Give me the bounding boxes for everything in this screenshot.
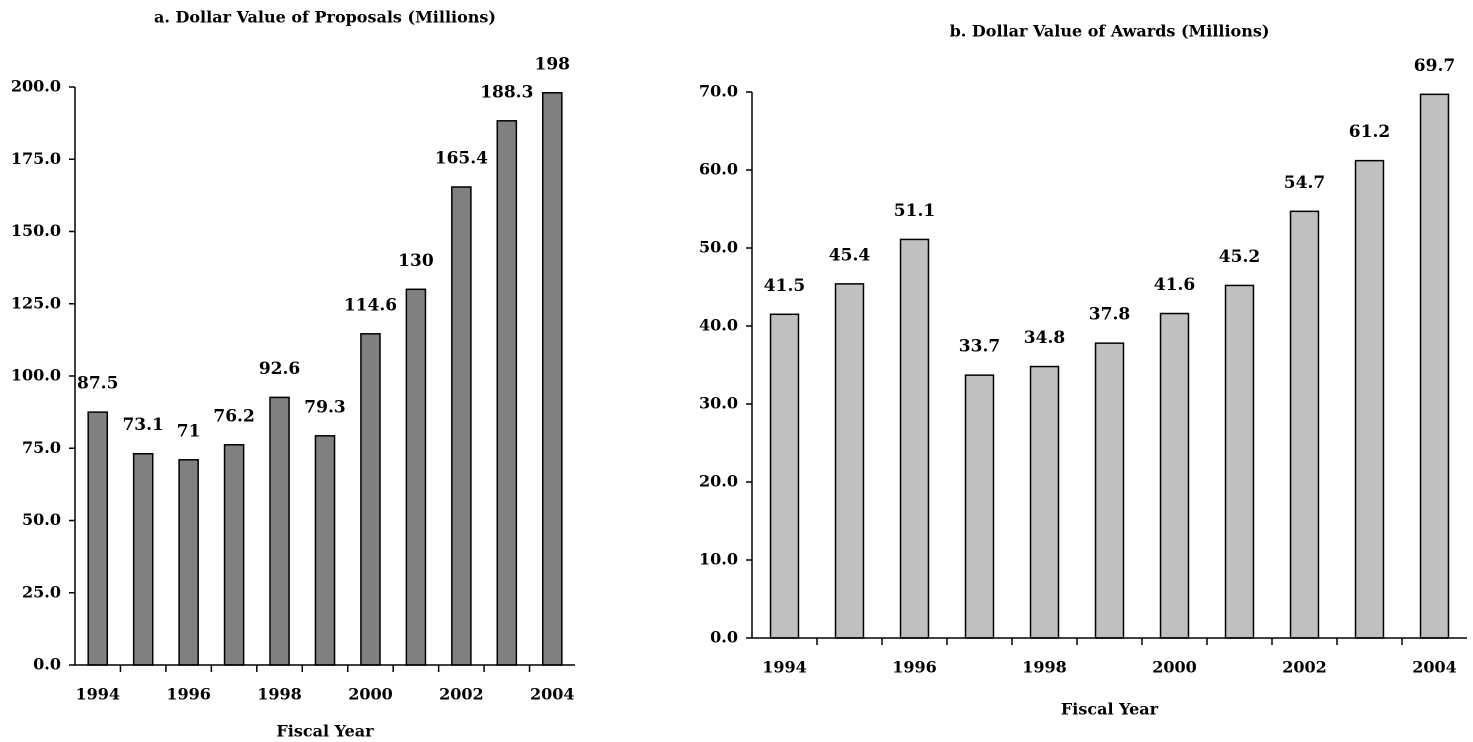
data-label: 198 xyxy=(535,54,571,74)
y-tick-label: 100.0 xyxy=(11,366,61,385)
y-tick-label: 30.0 xyxy=(699,394,738,413)
chart-title: a. Dollar Value of Proposals (Millions) xyxy=(154,8,496,27)
bar xyxy=(269,396,290,666)
data-label: 188.3 xyxy=(480,82,533,102)
bar xyxy=(899,238,930,639)
y-tick-label: 175.0 xyxy=(11,149,61,168)
x-tick-label: 1996 xyxy=(892,658,937,677)
x-tick-label: 1998 xyxy=(257,685,302,704)
y-tick-label: 125.0 xyxy=(11,293,61,312)
data-label: 79.3 xyxy=(304,397,345,417)
bar xyxy=(1224,284,1255,639)
data-label: 41.5 xyxy=(764,276,805,296)
bar xyxy=(769,313,800,639)
y-tick-label: 200.0 xyxy=(11,77,61,96)
data-label: 76.2 xyxy=(213,406,254,426)
y-tick-label: 20.0 xyxy=(699,472,738,491)
data-label: 71 xyxy=(177,421,201,441)
y-tick-label: 150.0 xyxy=(11,221,61,240)
data-label: 130 xyxy=(398,251,434,271)
bar xyxy=(1159,312,1190,639)
bar xyxy=(314,435,336,666)
data-label: 37.8 xyxy=(1089,305,1130,325)
y-tick-label: 70.0 xyxy=(699,82,738,101)
bar xyxy=(496,120,518,666)
x-tick-label: 1998 xyxy=(1022,658,1067,677)
data-label: 87.5 xyxy=(77,374,118,394)
data-label: 73.1 xyxy=(122,415,163,435)
bar xyxy=(1094,342,1125,639)
y-tick-label: 50.0 xyxy=(22,510,61,529)
bar xyxy=(1354,159,1385,639)
x-axis-title: Fiscal Year xyxy=(1061,700,1159,719)
data-label: 41.6 xyxy=(1154,275,1195,295)
data-label: 54.7 xyxy=(1284,173,1325,193)
x-tick-label: 1994 xyxy=(762,658,807,677)
y-tick-label: 50.0 xyxy=(699,238,738,257)
x-tick-label: 2000 xyxy=(348,685,393,704)
data-label: 61.2 xyxy=(1349,122,1390,142)
bar xyxy=(451,186,472,666)
bar xyxy=(834,283,865,639)
y-tick-label: 25.0 xyxy=(22,582,61,601)
bar xyxy=(223,444,245,666)
data-label: 114.6 xyxy=(344,295,397,315)
data-label: 45.4 xyxy=(829,245,871,265)
y-tick-label: 60.0 xyxy=(699,160,738,179)
bar xyxy=(132,452,154,666)
x-tick-label: 2000 xyxy=(1152,658,1197,677)
y-tick-label: 10.0 xyxy=(699,550,738,569)
bar xyxy=(1419,93,1450,639)
x-tick-label: 2004 xyxy=(1412,658,1457,677)
bar xyxy=(1029,365,1060,639)
data-label: 69.7 xyxy=(1414,56,1455,76)
y-tick-label: 0.0 xyxy=(33,655,61,674)
bar xyxy=(964,374,995,639)
x-tick-label: 1994 xyxy=(75,685,120,704)
y-tick-label: 40.0 xyxy=(699,316,738,335)
chart-title: b. Dollar Value of Awards (Millions) xyxy=(950,22,1270,41)
x-tick-label: 2002 xyxy=(439,685,484,704)
bar xyxy=(541,92,563,666)
x-tick-label: 1996 xyxy=(166,685,211,704)
data-label: 45.2 xyxy=(1219,247,1260,267)
data-label: 33.7 xyxy=(959,337,1000,357)
bar xyxy=(360,333,381,666)
bar xyxy=(178,459,199,666)
data-label: 34.8 xyxy=(1024,328,1065,348)
x-axis-title: Fiscal Year xyxy=(276,722,374,741)
bar xyxy=(1289,210,1320,639)
bar xyxy=(405,288,427,666)
x-tick-label: 2004 xyxy=(530,685,575,704)
data-label: 165.4 xyxy=(435,148,488,168)
bar xyxy=(87,411,109,666)
data-label: 92.6 xyxy=(259,359,300,379)
y-tick-label: 75.0 xyxy=(22,438,61,457)
x-tick-label: 2002 xyxy=(1282,658,1327,677)
y-tick-label: 0.0 xyxy=(710,628,738,647)
data-label: 51.1 xyxy=(894,201,935,221)
